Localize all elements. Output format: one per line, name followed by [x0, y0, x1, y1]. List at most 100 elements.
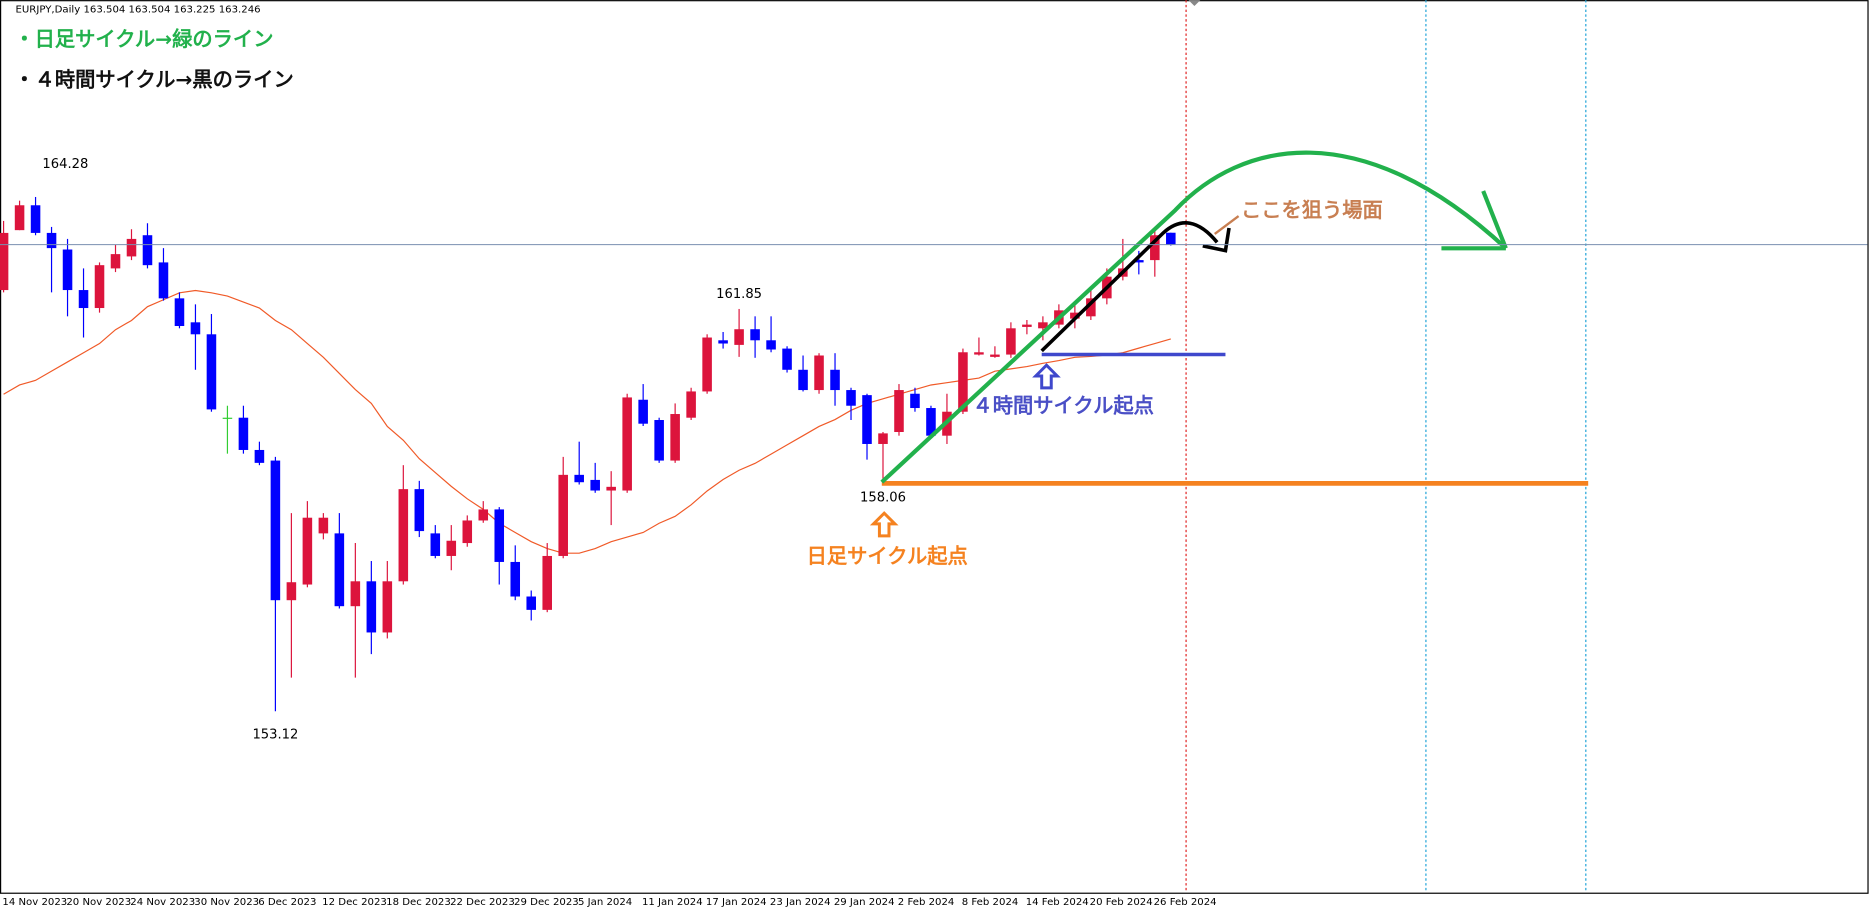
candle-body: [446, 540, 457, 556]
candle-body: [222, 417, 233, 419]
candle-body: [0, 232, 9, 291]
candle-body: [846, 390, 856, 406]
candle-body: [206, 334, 217, 410]
candle-body: [1038, 322, 1048, 329]
candle-body: [350, 581, 361, 607]
plot-frame: [0, 0, 1869, 894]
candle-body: [702, 337, 712, 392]
candle-body: [878, 433, 888, 444]
candle-body: [990, 354, 1000, 357]
candle-body: [382, 581, 393, 633]
candle-body: [238, 417, 249, 450]
candles: [0, 196, 1176, 712]
candle-body: [894, 390, 904, 432]
price-label: 158.06: [860, 490, 906, 505]
candle-body: [558, 474, 568, 556]
candle-body: [14, 205, 25, 231]
candle-body: [798, 369, 808, 391]
x-tick-label: 22 Dec 2023: [450, 897, 515, 908]
candle-body: [766, 340, 776, 350]
x-tick-label: 17 Jan 2024: [706, 897, 767, 908]
candle-body: [462, 520, 473, 544]
candle-body: [430, 533, 441, 556]
candle-body: [574, 474, 584, 483]
candle-body: [622, 397, 632, 491]
x-tick-label: 2 Feb 2024: [898, 897, 955, 908]
candle-body: [78, 290, 89, 309]
x-tick-label: 24 Nov 2023: [130, 897, 195, 908]
candle-body: [670, 414, 680, 461]
candle-body: [718, 340, 728, 344]
candle-body: [254, 449, 265, 463]
candle-body: [830, 369, 840, 391]
candle-body: [814, 355, 824, 391]
note: ４時間サイクル起点: [972, 393, 1153, 417]
candle-body: [46, 232, 57, 249]
candle-body: [654, 420, 664, 461]
x-tick-label: 11 Jan 2024: [642, 897, 703, 908]
arrow-head: [1441, 190, 1508, 251]
candle-body: [526, 596, 537, 610]
candle-body: [334, 533, 345, 607]
candle-body: [590, 479, 600, 491]
candle-body: [286, 582, 297, 601]
price-label: 161.85: [716, 287, 762, 302]
candle-body: [1134, 260, 1144, 263]
x-tick-label: 26 Feb 2024: [1154, 897, 1217, 908]
candle-body: [862, 395, 872, 444]
candle-body: [606, 486, 616, 491]
candle-body: [1006, 328, 1016, 355]
candle-body: [110, 254, 121, 269]
candle-body: [398, 489, 409, 582]
h4-cycle-curve: [1040, 221, 1219, 353]
candle-body: [1022, 324, 1032, 327]
candle-body: [686, 391, 696, 418]
up-arrow: [1032, 363, 1061, 390]
x-tick-label: 14 Nov 2023: [2, 897, 67, 908]
candle-body: [1150, 235, 1160, 261]
x-tick-label: 18 Dec 2023: [386, 897, 451, 908]
x-tick-label: 20 Feb 2024: [1090, 897, 1153, 908]
candle-body: [542, 555, 552, 610]
candle-body: [62, 249, 73, 291]
candle-body: [750, 329, 760, 341]
candle-body: [190, 322, 201, 335]
candle-body: [1070, 312, 1080, 319]
candle-body: [1166, 232, 1176, 245]
candle-body: [318, 517, 329, 534]
note: ここを狙う場面: [1241, 198, 1383, 222]
candle-body: [638, 399, 648, 424]
pointer-line: [1214, 215, 1240, 235]
arrow-head: [1202, 227, 1231, 253]
candle-body: [174, 298, 185, 327]
moving-average: [3, 289, 1171, 554]
candle-body: [910, 393, 920, 409]
note: ・４時間サイクル→黒のライン: [14, 68, 293, 92]
price-label: 153.12: [252, 728, 298, 743]
candle-body: [414, 489, 425, 532]
candle-body: [958, 352, 968, 412]
x-tick-label: 8 Feb 2024: [962, 897, 1019, 908]
price-label: 164.28: [42, 157, 88, 172]
x-tick-label: 23 Jan 2024: [770, 897, 831, 908]
candle-body: [494, 509, 505, 562]
candle-body: [926, 408, 936, 436]
x-tick-label: 5 Jan 2024: [578, 897, 632, 908]
candle-body: [126, 238, 137, 257]
x-tick-label: 6 Dec 2023: [258, 897, 316, 908]
candle-body: [270, 460, 281, 601]
candle-body: [142, 235, 153, 266]
x-tick-label: 20 Nov 2023: [66, 897, 131, 908]
daily-cycle-curve: [880, 150, 1508, 484]
x-tick-label: 12 Dec 2023: [322, 897, 387, 908]
x-tick-label: 29 Jan 2024: [834, 897, 895, 908]
x-tick-label: 29 Dec 2023: [514, 897, 579, 908]
candle-body: [302, 517, 313, 585]
candle-body: [1086, 298, 1096, 317]
note: 日足サイクル起点: [807, 544, 968, 568]
candle-body: [510, 561, 521, 597]
candle-body: [478, 509, 489, 521]
candle-body: [974, 352, 984, 355]
candle-body: [30, 205, 41, 233]
